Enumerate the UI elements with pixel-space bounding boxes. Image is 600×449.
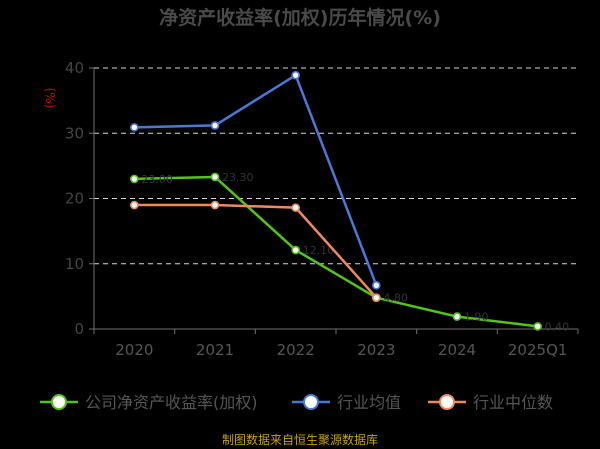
data-point[interactable] [291, 245, 300, 255]
legend-marker-icon [439, 394, 455, 410]
data-label: 23.00 [141, 173, 173, 186]
x-tick-label: 2025Q1 [508, 341, 568, 359]
x-axis-ticks: 2020 2021 2022 2023 2024 2025Q1 [93, 329, 579, 359]
chart-title: 净资产收益率(加权)历年情况(%) [159, 6, 441, 29]
legend-label: 行业中位数 [473, 393, 553, 412]
gridlines [94, 67, 578, 265]
y-axis-unit: (%) [43, 88, 57, 109]
series-1 [130, 70, 381, 290]
series-line [134, 175, 538, 328]
y-tick-label: 0 [74, 320, 84, 338]
data-label: 0.40 [545, 320, 570, 333]
x-tick-label: 2023 [357, 341, 395, 359]
data-label: 4.80 [383, 292, 408, 305]
legend-marker-icon [51, 394, 67, 410]
series-0: 23.00 23.30 12.10 4.80 1.90 0.40 [130, 171, 570, 333]
series-line [134, 203, 378, 299]
data-point[interactable] [210, 200, 220, 210]
x-tick-label: 2022 [277, 341, 315, 359]
series-lines: 23.00 23.30 12.10 4.80 1.90 0.40 [130, 70, 570, 333]
legend-item-2[interactable]: 行业中位数 [428, 393, 553, 412]
data-point[interactable] [533, 322, 542, 331]
y-tick-label: 30 [65, 124, 84, 142]
y-tick-label: 20 [65, 190, 84, 208]
legend-item-0[interactable]: 公司净资产收益率(加权) [40, 393, 258, 412]
data-point[interactable] [130, 200, 139, 210]
x-tick-label: 2024 [438, 341, 476, 359]
data-point[interactable] [372, 280, 381, 290]
data-point[interactable] [130, 174, 139, 184]
legend-marker-icon [303, 394, 319, 410]
series-2 [130, 200, 381, 302]
data-label: 23.30 [222, 171, 254, 184]
x-tick-label: 2021 [196, 341, 234, 359]
legend-label: 公司净资产收益率(加权) [85, 393, 258, 412]
data-point[interactable] [291, 70, 300, 80]
data-point[interactable] [372, 293, 381, 302]
data-point[interactable] [452, 312, 462, 321]
legend-item-1[interactable]: 行业均值 [292, 393, 401, 412]
y-tick-label: 40 [65, 59, 84, 77]
data-point[interactable] [291, 203, 300, 212]
source-note: 制图数据来自恒生聚源数据库 [222, 432, 378, 447]
legend-label: 行业均值 [337, 393, 401, 412]
series-line [134, 73, 378, 286]
data-point[interactable] [130, 123, 139, 132]
x-tick-label: 2020 [115, 341, 153, 359]
y-tick-label: 10 [65, 255, 84, 273]
data-label: 1.90 [464, 311, 489, 324]
data-point[interactable] [210, 121, 220, 130]
legend[interactable]: 公司净资产收益率(加权) 行业均值 行业中位数 [40, 393, 553, 412]
data-point[interactable] [210, 172, 220, 182]
y-axis-ticks: 0 10 20 30 40 [65, 59, 94, 338]
data-label: 12.10 [303, 244, 335, 257]
